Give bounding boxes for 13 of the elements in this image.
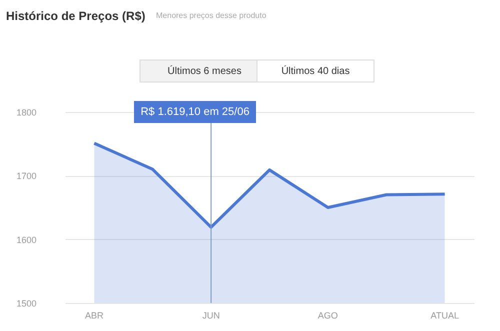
y-tick-label: 1800 (16, 108, 36, 118)
y-tick-label: 1700 (16, 171, 36, 182)
y-tick-label: 1600 (16, 234, 36, 245)
y-tick-label: 1500 (16, 298, 36, 308)
text: Últimos 40 dias (281, 65, 350, 77)
x-tick-label: JUN (202, 310, 220, 320)
x-tick-label: ATUAL (430, 310, 459, 320)
x-tick-label: AGO (318, 310, 338, 320)
x-tick-label: ABR (84, 310, 104, 320)
chart-subtitle: Menores preços desse produto (156, 11, 267, 20)
text: Últimos 6 meses (168, 65, 242, 77)
chart-title: Histórico de Preços (R$) (6, 9, 146, 23)
annotation: R$ 1.619,10 em 25/06 (140, 106, 250, 118)
